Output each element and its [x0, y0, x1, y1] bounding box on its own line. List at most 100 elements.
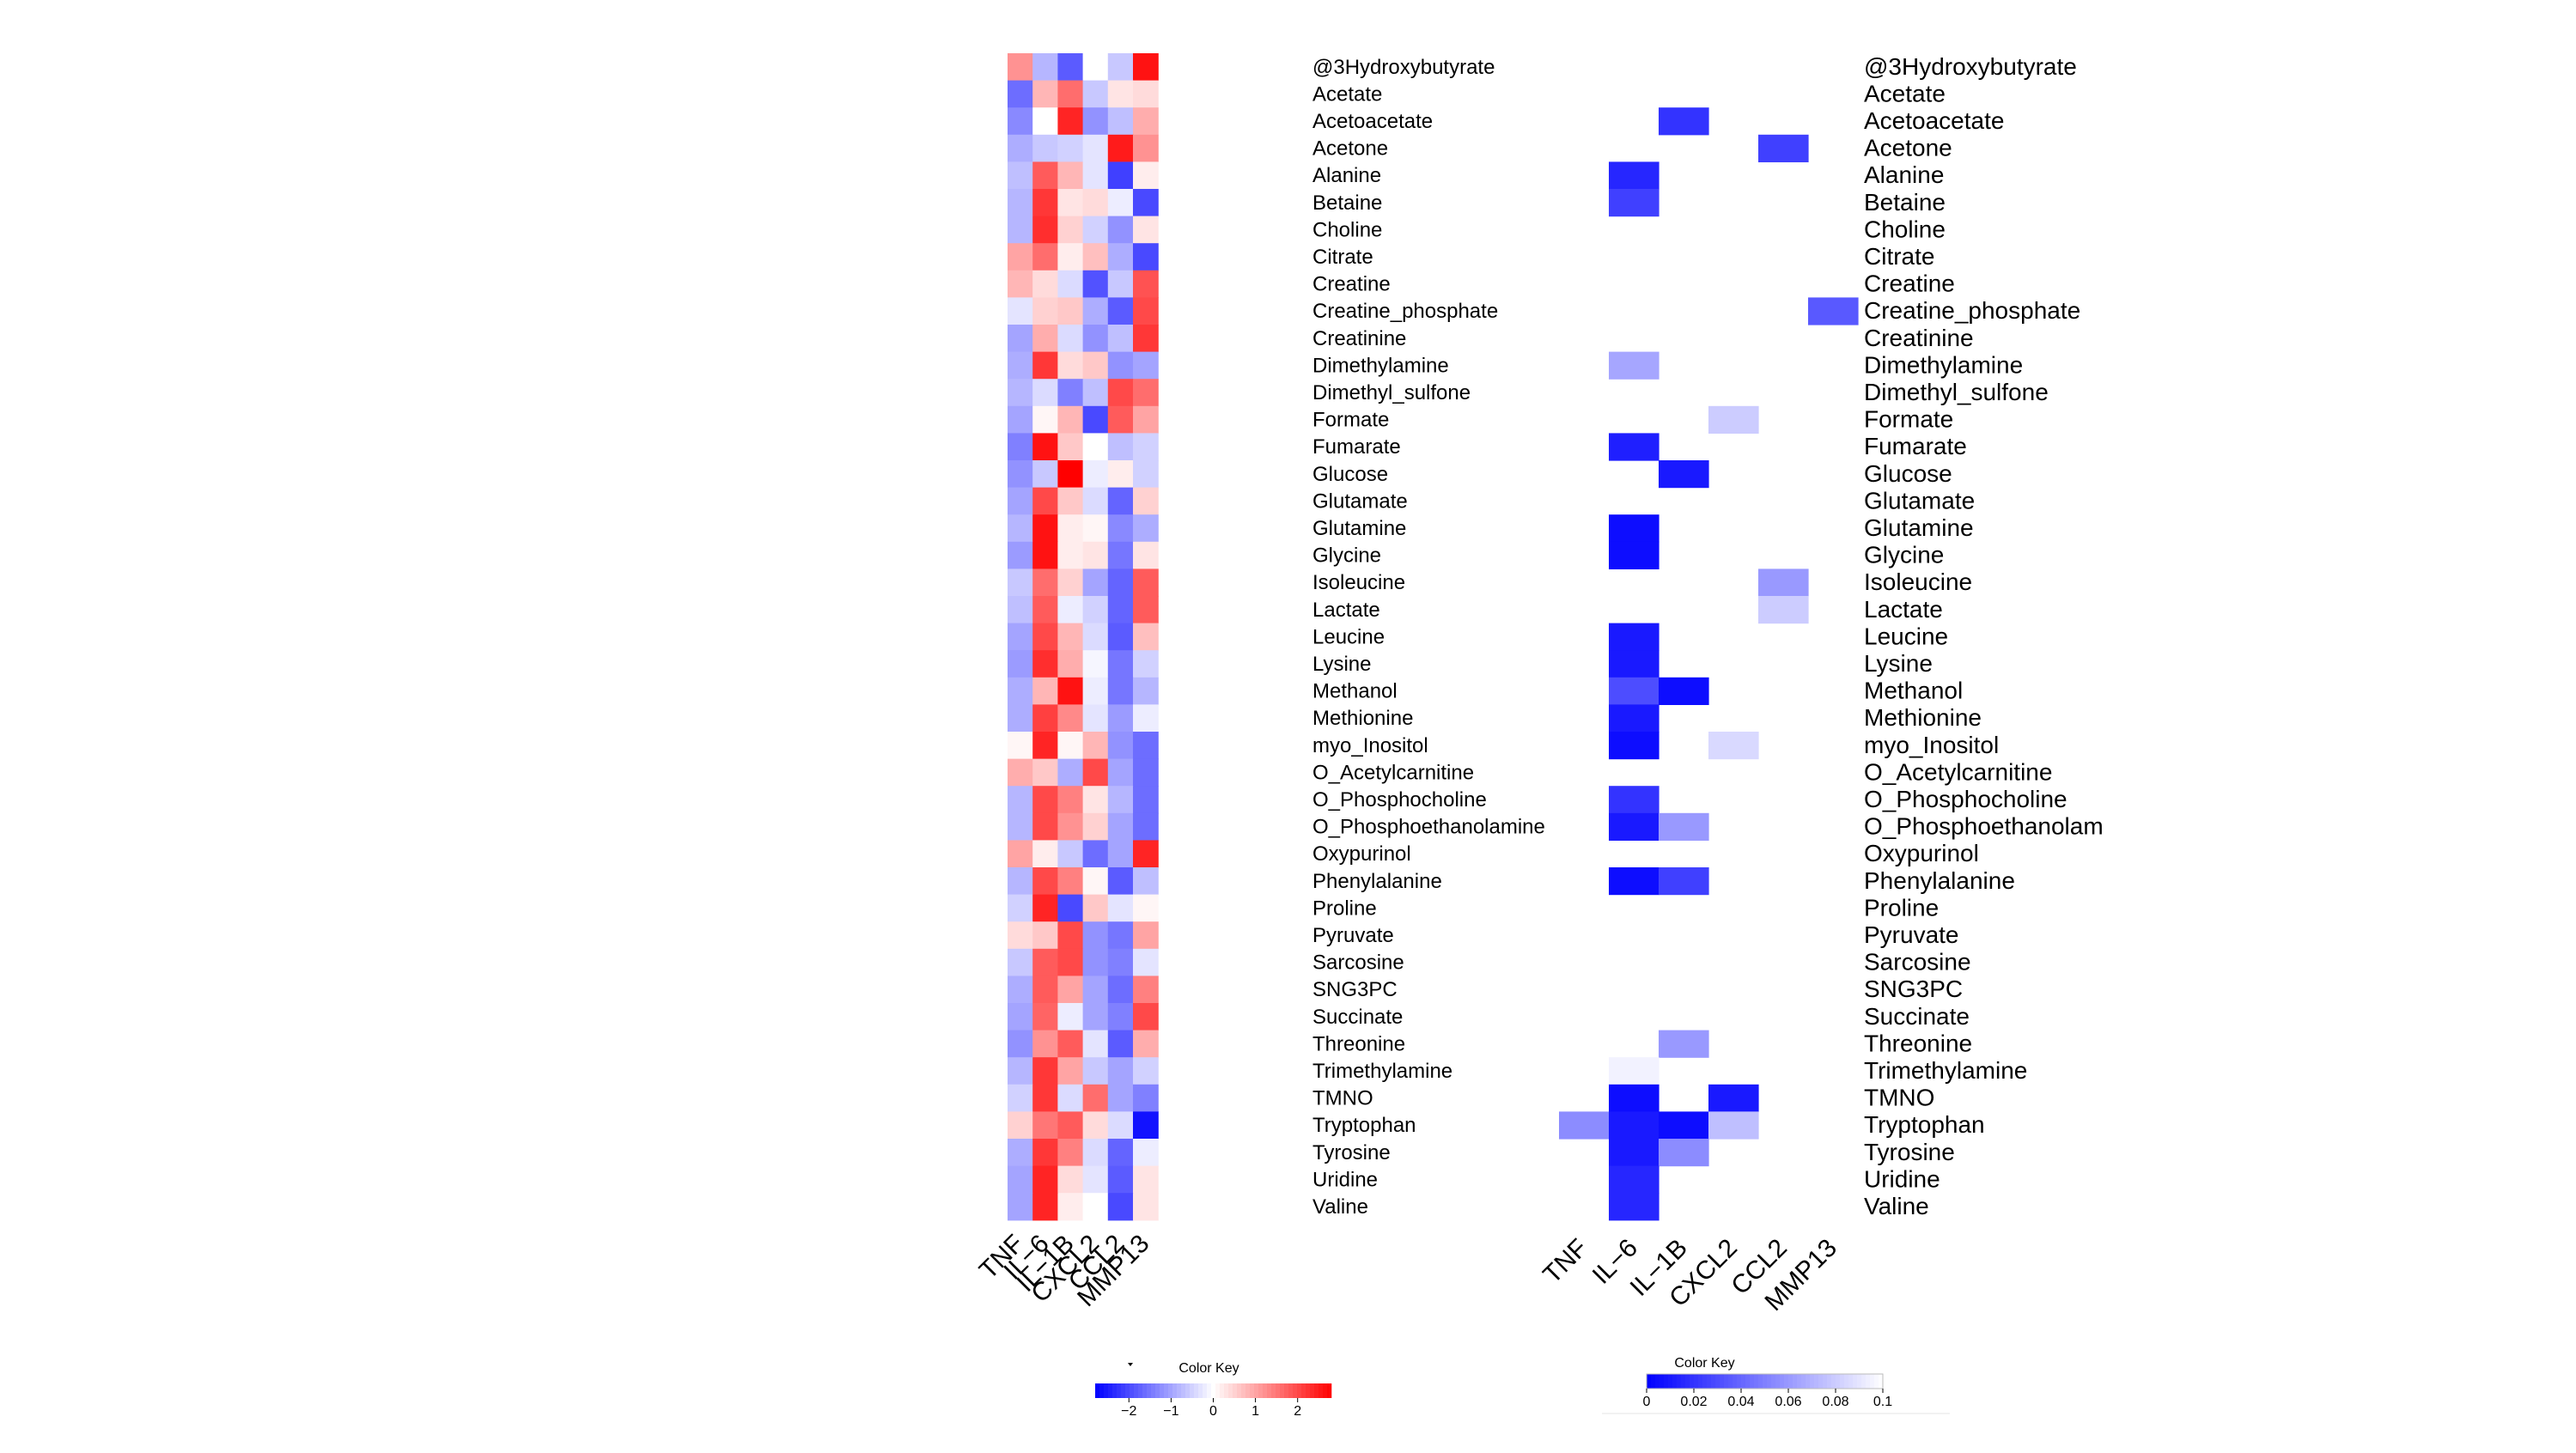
heatmap2-row-label: Lactate	[1864, 596, 1943, 623]
heatmap1-cell	[1032, 541, 1058, 569]
heatmap1-row-label: Pyruvate	[1312, 924, 1394, 947]
heatmap1-row-label: O_Acetylcarnitine	[1312, 761, 1474, 784]
heatmap2-row-label: Leucine	[1864, 623, 1948, 649]
heatmap1-cell	[1107, 948, 1134, 976]
heatmap1-cell	[1008, 460, 1033, 489]
color-key-swatch	[1728, 1374, 1733, 1389]
heatmap1-cell	[1057, 650, 1084, 678]
heatmap1-cell	[1008, 623, 1033, 651]
heatmap1-cell	[1057, 297, 1084, 325]
heatmap2-cell	[1609, 1139, 1659, 1167]
color-key-swatch	[1284, 1383, 1289, 1398]
color-key-marker	[1128, 1363, 1133, 1366]
heatmap1-row-label: Tyrosine	[1312, 1141, 1391, 1164]
heatmap1-row-label: Acetone	[1312, 137, 1388, 161]
heatmap2-row-label: Phenylalanine	[1864, 867, 2015, 894]
color-key-swatch	[1160, 1383, 1165, 1398]
heatmap1-cell	[1107, 189, 1134, 217]
color-key-swatch	[1647, 1374, 1652, 1389]
color-key-swatch	[1241, 1383, 1246, 1398]
heatmap2-cell	[1609, 351, 1659, 380]
heatmap2-row-label: Pyruvate	[1864, 921, 1959, 948]
color-key-swatch	[1095, 1383, 1100, 1398]
heatmap1-cell	[1032, 623, 1058, 651]
heatmap1-cell	[1133, 405, 1159, 434]
color-key-swatch	[1806, 1374, 1811, 1389]
heatmap1-cell	[1008, 379, 1033, 407]
heatmap1-cell	[1107, 840, 1134, 868]
heatmap1-cell	[1032, 1003, 1058, 1031]
heatmap1-cell	[1008, 1165, 1033, 1194]
color-key-swatch	[1258, 1383, 1264, 1398]
heatmap1-cell	[1057, 812, 1084, 841]
heatmap1-cell	[1107, 1165, 1134, 1194]
heatmap1-cell	[1032, 270, 1058, 298]
color-key-swatch	[1754, 1374, 1759, 1389]
heatmap2-row-label: Acetone	[1864, 135, 1952, 161]
color-key-swatch	[1130, 1383, 1135, 1398]
heatmap1-cell	[1032, 704, 1058, 733]
heatmap1-row-label: Glycine	[1312, 544, 1381, 568]
heatmap2-row-label: O_Acetylcarnitine	[1864, 758, 2052, 785]
heatmap1-cell	[1082, 1084, 1109, 1112]
color-key-swatch	[1112, 1383, 1117, 1398]
heatmap1-cell	[1057, 216, 1084, 244]
color-key-swatch	[1301, 1383, 1306, 1398]
heatmap2-cell	[1559, 1111, 1610, 1140]
heatmap2-row-label: Uridine	[1864, 1165, 1940, 1192]
color-key-swatch	[1211, 1383, 1216, 1398]
heatmap1-cell	[1107, 1003, 1134, 1031]
heatmap1-cell	[1133, 189, 1159, 217]
heatmap1-row-label: Oxypurinol	[1312, 842, 1411, 866]
color-key-tick-label: 0	[1643, 1395, 1651, 1409]
heatmap2-row-label: Alanine	[1864, 161, 1944, 188]
heatmap1-cell	[1133, 487, 1159, 515]
color-key-swatch	[1108, 1383, 1113, 1398]
color-key-swatch	[1318, 1383, 1324, 1398]
heatmap2-cell	[1609, 514, 1659, 543]
heatmap1-cell	[1133, 623, 1159, 651]
heatmap1-cell	[1107, 1084, 1134, 1112]
heatmap1-cell	[1133, 53, 1159, 82]
heatmap1-cell	[1032, 161, 1058, 190]
heatmap1-cell	[1082, 840, 1109, 868]
heatmap1-cell	[1008, 1030, 1033, 1058]
color-key-tick-label: −2	[1121, 1404, 1136, 1419]
heatmap1-cell	[1032, 379, 1058, 407]
heatmap1-cell	[1032, 568, 1058, 597]
color-key-swatch	[1117, 1383, 1122, 1398]
color-key-swatch	[1750, 1374, 1755, 1389]
color-key-swatch	[1870, 1374, 1875, 1389]
heatmap1-cell	[1057, 1057, 1084, 1085]
heatmap1-cell	[1032, 460, 1058, 489]
heatmap2-row-label: Acetate	[1864, 80, 1946, 106]
heatmap1-cell	[1008, 976, 1033, 1004]
heatmap1-row-label: Glutamate	[1312, 489, 1408, 513]
color-key-swatch	[1177, 1383, 1182, 1398]
color-key-swatch	[1866, 1374, 1871, 1389]
heatmap1-cell	[1133, 297, 1159, 325]
heatmap2-cell	[1609, 650, 1659, 678]
heatmap1-cell	[1057, 786, 1084, 814]
color-key-frame	[1646, 1373, 1884, 1389]
heatmap1-row-label: Succinate	[1312, 1006, 1403, 1029]
heatmap1-cell	[1032, 487, 1058, 515]
heatmap1-cell	[1057, 840, 1084, 868]
heatmap1-cell	[1057, 1193, 1084, 1221]
heatmap2-cell	[1609, 732, 1659, 760]
heatmap1-cell	[1032, 405, 1058, 434]
heatmap1-cell	[1133, 812, 1159, 841]
heatmap1-cell	[1032, 325, 1058, 353]
heatmap1-cell	[1057, 107, 1084, 136]
heatmap2-cell	[1659, 677, 1709, 705]
color-key-swatch	[1711, 1374, 1716, 1389]
color-key-swatch	[1797, 1374, 1802, 1389]
heatmap1-cell	[1082, 623, 1109, 651]
heatmap1-cell	[1008, 541, 1033, 569]
heatmap1-cell	[1032, 433, 1058, 461]
color-key-swatch	[1215, 1383, 1221, 1398]
heatmap1-cell	[1082, 53, 1109, 82]
color-key-swatch	[1297, 1383, 1302, 1398]
heatmap1-cell	[1057, 1003, 1084, 1031]
